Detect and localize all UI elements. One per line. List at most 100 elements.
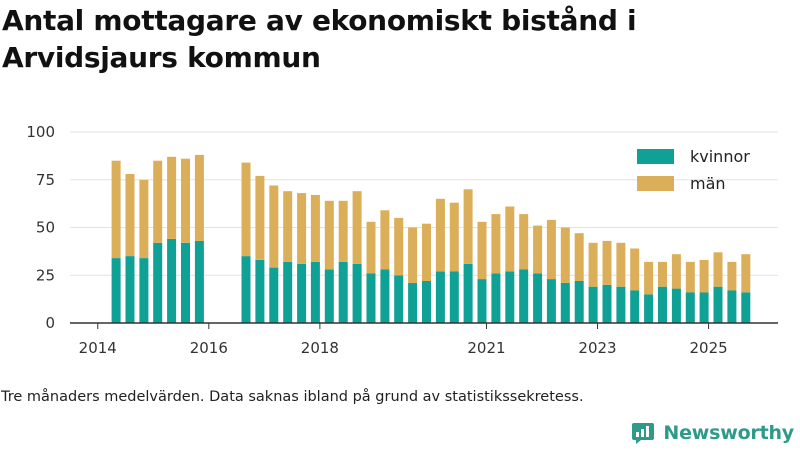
bar-kvinnor-30: [560, 282, 570, 323]
legend-swatch-man: [637, 176, 674, 191]
bar-man-34: [616, 242, 626, 287]
y-tick-label-50: 50: [36, 219, 55, 237]
bar-man-36: [644, 261, 654, 295]
bar-kvinnor-23: [463, 263, 473, 323]
x-axis: 2014 2016 2018 2021 2023 2025: [70, 322, 778, 357]
bar-kvinnor-28: [533, 273, 543, 323]
bar-man-43: [741, 254, 751, 293]
bar-kvinnor-17: [380, 269, 390, 323]
bar-kvinnor-31: [574, 281, 584, 323]
bar-kvinnor-14: [338, 261, 348, 323]
bar-man-18: [394, 217, 404, 276]
bar-kvinnor-18: [394, 275, 404, 324]
bar-man-22: [449, 202, 459, 272]
bar-kvinnor-7: [241, 256, 251, 323]
x-tick-label-2018: 2018: [301, 339, 339, 357]
bar-kvinnor-25: [491, 273, 501, 323]
bar-kvinnor-4: [167, 239, 177, 323]
bar-kvinnor-0: [111, 258, 121, 323]
legend-label-man: män: [690, 174, 726, 193]
bar-kvinnor-8: [255, 260, 265, 323]
bar-man-41: [713, 252, 723, 287]
newsworthy-logo: Newsworthy: [631, 419, 794, 447]
legend-swatch-kvinnor: [637, 149, 674, 164]
bar-kvinnor-27: [519, 269, 529, 323]
chart-caption: Tre månaders medelvärden. Data saknas ib…: [1, 389, 584, 405]
bar-kvinnor-13: [324, 269, 334, 323]
bar-kvinnor-11: [297, 263, 307, 323]
bar-kvinnor-5: [181, 242, 190, 323]
bar-man-4: [167, 156, 177, 239]
bar-man-26: [505, 206, 515, 272]
bar-man-10: [283, 191, 293, 262]
bar-kvinnor-3: [153, 242, 163, 323]
x-tick-label-2016: 2016: [190, 339, 228, 357]
newsworthy-icon: [632, 423, 655, 444]
bar-man-31: [574, 233, 584, 281]
bar-man-0: [111, 160, 121, 259]
brand-name: Newsworthy: [663, 422, 794, 444]
bar-man-24: [477, 221, 487, 280]
bar-man-19: [408, 227, 418, 283]
bar-man-20: [422, 223, 431, 281]
bar-man-35: [630, 248, 640, 291]
y-tick-label-75: 75: [36, 171, 55, 189]
bar-kvinnor-42: [727, 290, 737, 323]
bar-kvinnor-26: [505, 271, 515, 323]
bar-man-33: [602, 240, 612, 285]
bar-man-38: [671, 254, 681, 289]
bar-man-11: [297, 193, 307, 264]
bar-man-12: [310, 195, 320, 262]
bar-man-17: [380, 210, 390, 270]
bar-man-37: [658, 261, 667, 287]
bar-kvinnor-37: [658, 286, 667, 323]
bar-kvinnor-15: [352, 263, 362, 323]
bar-kvinnor-10: [283, 261, 293, 323]
y-tick-label-100: 100: [26, 123, 55, 141]
bar-man-40: [699, 260, 709, 293]
bar-kvinnor-29: [546, 279, 556, 323]
bar-man-5: [181, 158, 190, 243]
bar-kvinnor-39: [685, 292, 695, 323]
y-tick-label-0: 0: [45, 314, 55, 332]
title-line-2: Arvidsjaurs kommun: [2, 41, 321, 74]
bar-kvinnor-33: [602, 284, 612, 323]
bar-man-8: [255, 175, 265, 260]
title-line-1: Antal mottagare av ekonomiskt bistånd i: [2, 4, 637, 37]
bar-man-29: [546, 219, 556, 280]
bar-kvinnor-2: [139, 258, 149, 323]
bar-man-16: [366, 221, 376, 274]
bar-kvinnor-22: [449, 271, 459, 323]
x-tick-label-2025: 2025: [689, 339, 727, 357]
bar-man-14: [338, 200, 348, 262]
bar-kvinnor-16: [366, 273, 376, 323]
bar-kvinnor-35: [630, 290, 640, 323]
chart-title: Antal mottagare av ekonomiskt bistånd i …: [2, 2, 782, 76]
bar-man-28: [533, 225, 543, 274]
bar-kvinnor-20: [422, 281, 431, 323]
chart-area: 0 25 50 75 100 2014 2016 2018 2021 2023 2025 kvin…: [26, 123, 778, 357]
bar-man-23: [463, 189, 473, 264]
x-tick-label-2014: 2014: [79, 339, 117, 357]
bar-man-27: [519, 214, 529, 270]
legend: kvinnor män: [637, 147, 750, 193]
bar-man-39: [685, 261, 695, 293]
bar-kvinnor-12: [310, 261, 320, 323]
bar-man-3: [153, 160, 163, 243]
bar-man-9: [269, 185, 279, 268]
y-axis: 0 25 50 75 100: [26, 123, 55, 332]
bar-kvinnor-34: [616, 286, 626, 323]
bar-kvinnor-21: [435, 271, 445, 323]
x-tick-label-2023: 2023: [578, 339, 616, 357]
bar-man-15: [352, 191, 362, 264]
bar-man-2: [139, 179, 149, 259]
bar-kvinnor-40: [699, 292, 709, 323]
bar-kvinnor-24: [477, 279, 487, 323]
bar-kvinnor-43: [741, 292, 751, 323]
bar-man-42: [727, 261, 737, 291]
bar-man-7: [241, 162, 251, 257]
bar-man-1: [125, 174, 135, 257]
y-tick-label-25: 25: [36, 266, 55, 284]
bar-kvinnor-38: [671, 288, 681, 323]
bar-kvinnor-32: [588, 286, 598, 323]
